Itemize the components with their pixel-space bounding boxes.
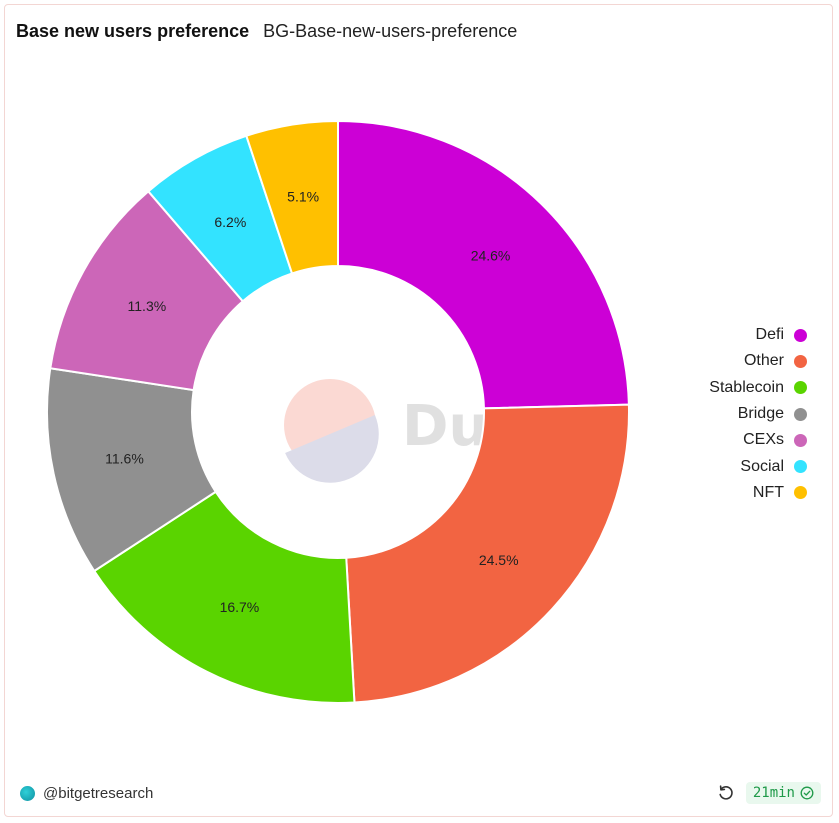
- author-handle[interactable]: @bitgetresearch: [43, 785, 154, 802]
- footer-author[interactable]: @bitgetresearch: [20, 785, 153, 802]
- chart-title: Base new users preference: [16, 21, 250, 41]
- freshness-badge: 21min: [745, 782, 821, 804]
- legend-swatch: [794, 328, 807, 342]
- slice-defi[interactable]: [337, 119, 630, 410]
- slice-nft[interactable]: [245, 119, 339, 275]
- legend-swatch: [794, 354, 807, 368]
- chart-legend: Defi Other Stablecoin Bridge CEXs Social NFT: [709, 322, 807, 506]
- legend-swatch: [794, 486, 807, 500]
- slice-label-cexs: 11.3%: [128, 298, 167, 314]
- legend-item-cexs[interactable]: CEXs: [743, 427, 807, 453]
- legend-swatch: [794, 433, 807, 447]
- slice-label-other: 24.5%: [479, 552, 519, 568]
- slice-label-stablecoin: 16.7%: [220, 599, 260, 615]
- legend-label: Other: [743, 352, 784, 370]
- legend-item-other[interactable]: Other: [744, 348, 807, 374]
- refresh-icon[interactable]: [716, 783, 736, 803]
- legend-swatch: [794, 381, 807, 395]
- legend-label: Defi: [755, 326, 784, 344]
- chart-header: Base new users preference BG-Base-new-us…: [16, 21, 517, 42]
- slice-label-bridge: 11.6%: [105, 450, 144, 466]
- legend-item-nft[interactable]: NFT: [753, 480, 807, 506]
- query-name: BG-Base-new-users-preference: [263, 21, 518, 41]
- slice-other[interactable]: [345, 403, 630, 704]
- freshness-age: 21min: [752, 785, 795, 801]
- slice-label-defi: 24.6%: [471, 248, 511, 264]
- legend-swatch: [794, 407, 807, 421]
- legend-item-social[interactable]: Social: [740, 453, 807, 479]
- legend-item-stablecoin[interactable]: Stablecoin: [709, 375, 807, 401]
- dune-logo-icon: [284, 379, 379, 483]
- slice-label-nft: 5.1%: [287, 188, 319, 204]
- legend-label: Stablecoin: [709, 378, 784, 396]
- legend-item-bridge[interactable]: Bridge: [738, 401, 807, 427]
- avatar: [20, 786, 35, 801]
- legend-label: CEXs: [743, 431, 784, 449]
- legend-swatch: [794, 460, 807, 474]
- footer-status: 21min: [716, 782, 821, 804]
- legend-label: Bridge: [737, 405, 784, 423]
- legend-label: Social: [740, 457, 784, 475]
- slice-stablecoin[interactable]: [92, 490, 356, 704]
- check-circle-icon: [800, 786, 814, 800]
- legend-item-defi[interactable]: Defi: [756, 322, 807, 348]
- legend-label: NFT: [752, 483, 784, 501]
- slice-label-social: 6.2%: [214, 214, 246, 230]
